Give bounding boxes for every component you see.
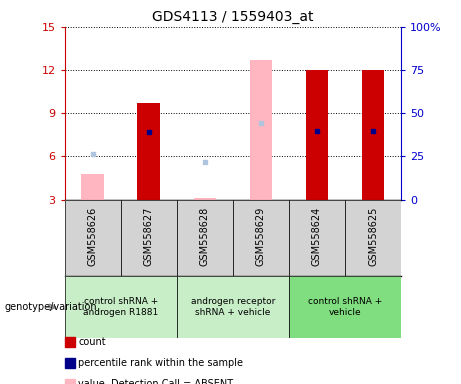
Bar xyxy=(137,103,160,200)
Text: GSM558624: GSM558624 xyxy=(312,207,322,266)
Text: control shRNA +
androgen R1881: control shRNA + androgen R1881 xyxy=(83,298,158,317)
Text: GSM558629: GSM558629 xyxy=(256,207,266,266)
Bar xyxy=(65,200,121,276)
Bar xyxy=(345,200,401,276)
Bar xyxy=(289,276,401,338)
Bar xyxy=(194,198,216,200)
Bar xyxy=(121,200,177,276)
Text: GSM558625: GSM558625 xyxy=(368,207,378,266)
Text: androgen receptor
shRNA + vehicle: androgen receptor shRNA + vehicle xyxy=(190,298,275,317)
Bar xyxy=(289,200,345,276)
Bar xyxy=(177,200,233,276)
Text: percentile rank within the sample: percentile rank within the sample xyxy=(78,358,243,368)
Text: GSM558628: GSM558628 xyxy=(200,207,210,266)
Title: GDS4113 / 1559403_at: GDS4113 / 1559403_at xyxy=(152,10,313,25)
Bar xyxy=(233,200,289,276)
Bar xyxy=(306,70,328,200)
Bar xyxy=(250,60,272,200)
Text: genotype/variation: genotype/variation xyxy=(5,302,97,312)
Bar xyxy=(82,174,104,200)
Bar xyxy=(177,276,289,338)
Text: control shRNA +
vehicle: control shRNA + vehicle xyxy=(308,298,382,317)
Bar xyxy=(362,70,384,200)
Text: count: count xyxy=(78,337,106,347)
Text: value, Detection Call = ABSENT: value, Detection Call = ABSENT xyxy=(78,379,233,384)
Text: GSM558627: GSM558627 xyxy=(144,207,154,266)
Text: GSM558626: GSM558626 xyxy=(88,207,98,266)
Bar xyxy=(65,276,177,338)
